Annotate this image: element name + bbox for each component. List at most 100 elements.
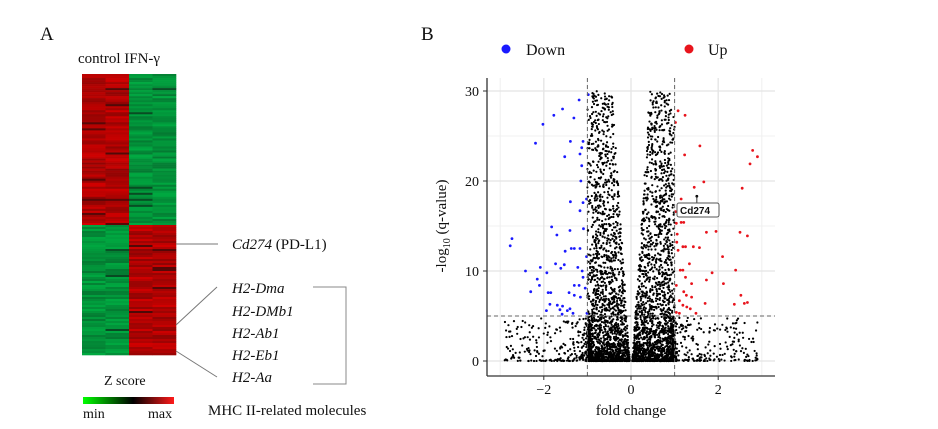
heatmap-cell	[152, 74, 177, 77]
data-point	[670, 252, 673, 255]
data-point	[574, 352, 577, 356]
heatmap-cell	[129, 128, 153, 131]
heatmap-cell	[82, 144, 106, 147]
data-point	[594, 350, 597, 353]
data-point-down	[578, 247, 582, 250]
data-point-down	[562, 263, 566, 267]
heatmap-cell	[129, 277, 153, 280]
data-point	[593, 311, 596, 314]
data-point	[620, 242, 624, 245]
heatmap-cell	[82, 166, 106, 169]
cd274-label: Cd274 (PD-L1)	[232, 237, 327, 253]
heatmap-cell	[105, 279, 130, 282]
data-point	[743, 321, 746, 325]
data-point	[657, 345, 661, 348]
data-point	[615, 241, 618, 244]
data-point	[751, 359, 754, 363]
data-point	[669, 170, 673, 173]
data-point	[510, 357, 513, 360]
data-point	[607, 213, 611, 216]
data-point	[592, 211, 595, 214]
data-point	[667, 281, 670, 284]
heatmap-cell	[152, 198, 177, 202]
heatmap-cell	[82, 156, 106, 159]
data-point	[703, 354, 707, 358]
heatmap-cell	[105, 347, 130, 350]
data-point-down	[577, 98, 581, 102]
data-point-up	[674, 311, 678, 314]
data-point	[658, 324, 662, 327]
data-point	[682, 335, 685, 338]
heatmap-cell	[82, 194, 106, 198]
data-point	[603, 191, 606, 194]
data-point	[653, 341, 656, 344]
data-point	[600, 276, 603, 279]
data-point	[636, 307, 639, 310]
data-point	[737, 358, 740, 361]
data-point	[526, 349, 529, 352]
data-point	[729, 355, 733, 358]
data-point	[654, 190, 657, 193]
data-point	[691, 339, 694, 342]
data-point	[592, 208, 595, 211]
data-point	[638, 253, 641, 256]
data-point	[670, 268, 674, 271]
heatmap-cell	[105, 74, 130, 77]
data-point	[611, 298, 614, 301]
data-point	[594, 121, 597, 125]
data-point	[597, 287, 600, 290]
heatmap-cell	[82, 126, 106, 129]
data-point	[605, 135, 608, 138]
heatmap-cell	[152, 108, 177, 111]
data-point	[639, 295, 642, 298]
data-point	[650, 243, 654, 246]
data-point	[583, 332, 586, 335]
data-point	[635, 341, 638, 344]
mhc-gene-label: H2-DMb1	[231, 304, 294, 320]
data-point	[592, 120, 596, 124]
heatmap-cell	[82, 88, 106, 91]
data-point	[596, 163, 599, 167]
data-point-down	[555, 303, 559, 307]
data-point	[595, 325, 598, 328]
heatmap-cell	[129, 212, 153, 216]
data-point	[718, 328, 722, 331]
data-point	[650, 352, 653, 355]
data-point	[665, 164, 668, 167]
data-point	[660, 199, 663, 202]
data-point	[651, 194, 654, 198]
heatmap-cell	[105, 227, 130, 230]
heatmap-cell	[129, 287, 153, 290]
data-point	[612, 178, 615, 181]
heatmap-cell	[82, 235, 106, 238]
data-point	[661, 275, 664, 278]
data-point	[660, 104, 663, 107]
data-point	[645, 199, 648, 202]
data-point	[658, 231, 661, 235]
data-point	[645, 174, 648, 178]
data-point	[597, 289, 600, 293]
data-point	[641, 338, 644, 341]
data-point	[664, 297, 667, 300]
heatmap-cell	[129, 110, 153, 113]
data-point	[656, 140, 659, 143]
data-point	[545, 359, 548, 362]
data-point	[691, 357, 695, 360]
data-point	[651, 348, 654, 351]
data-point-up	[690, 295, 694, 299]
data-point	[624, 329, 627, 332]
data-point	[661, 284, 664, 287]
data-point	[614, 220, 618, 224]
heatmap-cell	[129, 154, 153, 157]
data-point	[616, 359, 619, 363]
data-point-up	[722, 282, 725, 285]
data-point	[653, 278, 656, 281]
heatmap-cell	[105, 78, 130, 81]
data-point	[611, 237, 614, 240]
data-point	[591, 223, 594, 226]
data-point	[610, 323, 613, 326]
data-point	[665, 239, 668, 243]
heatmap-cell	[152, 235, 177, 238]
data-point	[607, 301, 611, 305]
data-point	[649, 336, 652, 339]
